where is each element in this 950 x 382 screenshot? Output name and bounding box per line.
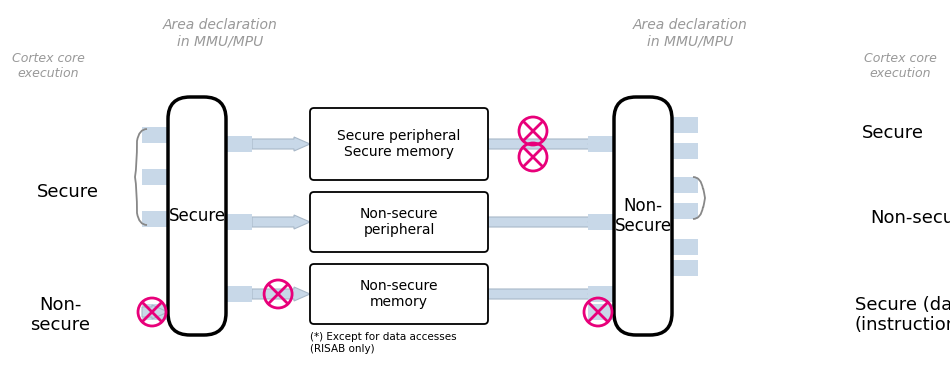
Bar: [672, 203, 698, 219]
Polygon shape: [142, 305, 168, 319]
Bar: [142, 169, 168, 185]
Text: Cortex core
execution: Cortex core execution: [864, 52, 937, 80]
Text: Secure peripheral
Secure memory: Secure peripheral Secure memory: [337, 129, 461, 159]
Text: Non-
secure: Non- secure: [30, 296, 90, 334]
Bar: [226, 286, 252, 302]
Bar: [142, 127, 168, 143]
Bar: [672, 143, 698, 159]
Text: Area declaration
in MMU/MPU: Area declaration in MMU/MPU: [633, 18, 748, 48]
Bar: [142, 211, 168, 227]
Polygon shape: [252, 287, 310, 301]
Bar: [142, 304, 168, 320]
Text: Non-secure
memory: Non-secure memory: [360, 279, 438, 309]
Polygon shape: [252, 137, 310, 151]
Bar: [226, 214, 252, 230]
Text: (*) Except for data accesses
(RISAB only): (*) Except for data accesses (RISAB only…: [310, 332, 457, 354]
Bar: [226, 136, 252, 152]
Text: Non-secure
peripheral: Non-secure peripheral: [360, 207, 438, 237]
Bar: [588, 136, 614, 152]
FancyBboxPatch shape: [614, 97, 672, 335]
Bar: [588, 304, 614, 320]
Text: Non-
Secure: Non- Secure: [615, 197, 672, 235]
Polygon shape: [488, 137, 604, 151]
Polygon shape: [252, 215, 310, 229]
Bar: [588, 286, 614, 302]
Text: Secure (data)
(instructions): Secure (data) (instructions): [855, 296, 950, 334]
Bar: [672, 117, 698, 133]
Bar: [588, 214, 614, 230]
Bar: [672, 177, 698, 193]
Polygon shape: [488, 215, 604, 229]
Bar: [672, 239, 698, 255]
Text: Area declaration
in MMU/MPU: Area declaration in MMU/MPU: [162, 18, 277, 48]
Bar: [672, 239, 698, 255]
FancyBboxPatch shape: [310, 108, 488, 180]
Text: Non-secure: Non-secure: [870, 209, 950, 227]
Text: Secure: Secure: [862, 124, 924, 142]
Text: Secure: Secure: [37, 183, 99, 201]
Polygon shape: [488, 287, 604, 301]
FancyBboxPatch shape: [310, 192, 488, 252]
FancyBboxPatch shape: [168, 97, 226, 335]
Text: Cortex core
execution: Cortex core execution: [11, 52, 85, 80]
Text: Secure: Secure: [168, 207, 225, 225]
FancyBboxPatch shape: [310, 264, 488, 324]
Bar: [672, 260, 698, 276]
